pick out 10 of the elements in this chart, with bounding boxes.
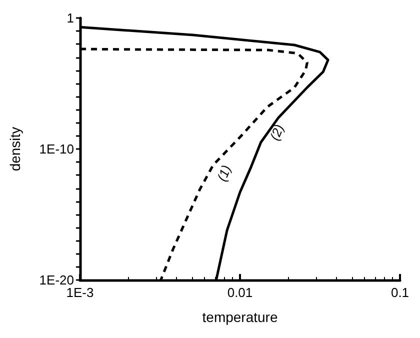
y-tick-label: 1E-10 (39, 142, 74, 156)
x-tick-label: 0.01 (227, 285, 253, 300)
y-tick-label: 1 (66, 10, 74, 26)
x-tick-label: 0.1 (390, 285, 410, 300)
x-axis-title: temperature (202, 309, 278, 325)
y-axis-title: density (7, 126, 23, 172)
text: (2) (266, 122, 287, 143)
x-tick-label: 1E-3 (66, 285, 94, 300)
y-tick-label: 1E-20 (39, 272, 74, 288)
text: (1) (214, 163, 234, 184)
